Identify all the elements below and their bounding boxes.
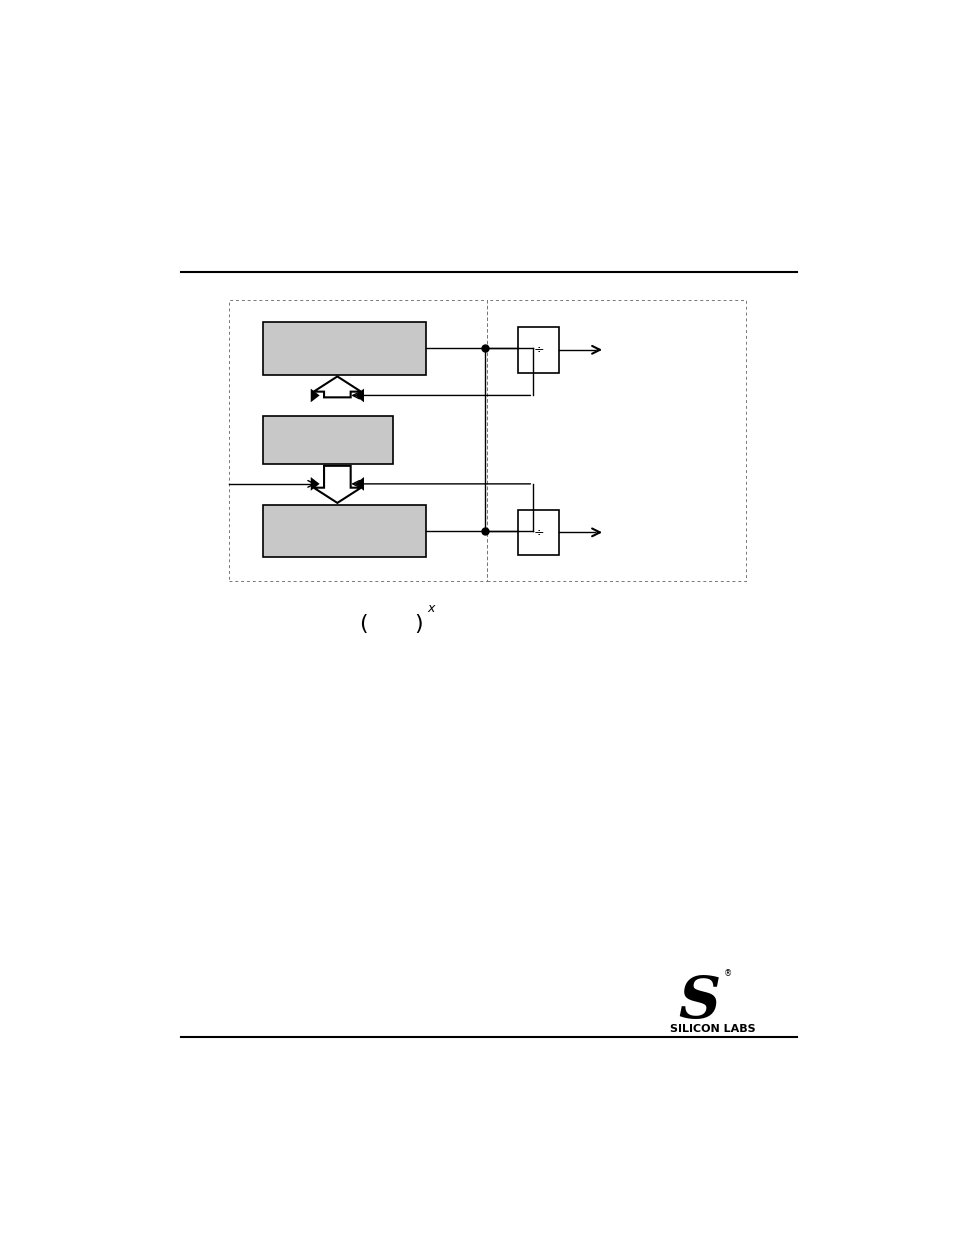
- Text: ®: ®: [723, 969, 731, 978]
- Text: S: S: [678, 974, 720, 1030]
- Bar: [229, 300, 487, 580]
- Text: ÷: ÷: [533, 343, 543, 357]
- Polygon shape: [311, 389, 319, 403]
- Bar: [263, 416, 393, 464]
- Bar: [263, 505, 426, 557]
- Bar: [263, 322, 426, 374]
- Polygon shape: [311, 477, 319, 490]
- Polygon shape: [355, 389, 364, 403]
- Text: SILICON LABS: SILICON LABS: [669, 1024, 755, 1034]
- Text: ÷: ÷: [533, 526, 543, 538]
- Bar: [518, 327, 558, 373]
- Polygon shape: [314, 377, 360, 398]
- Bar: [518, 510, 558, 556]
- Text: (: (: [358, 614, 367, 634]
- Polygon shape: [314, 466, 360, 503]
- Bar: [487, 300, 745, 580]
- Text: ): ): [414, 614, 422, 634]
- Polygon shape: [355, 477, 364, 490]
- Text: x: x: [427, 601, 435, 615]
